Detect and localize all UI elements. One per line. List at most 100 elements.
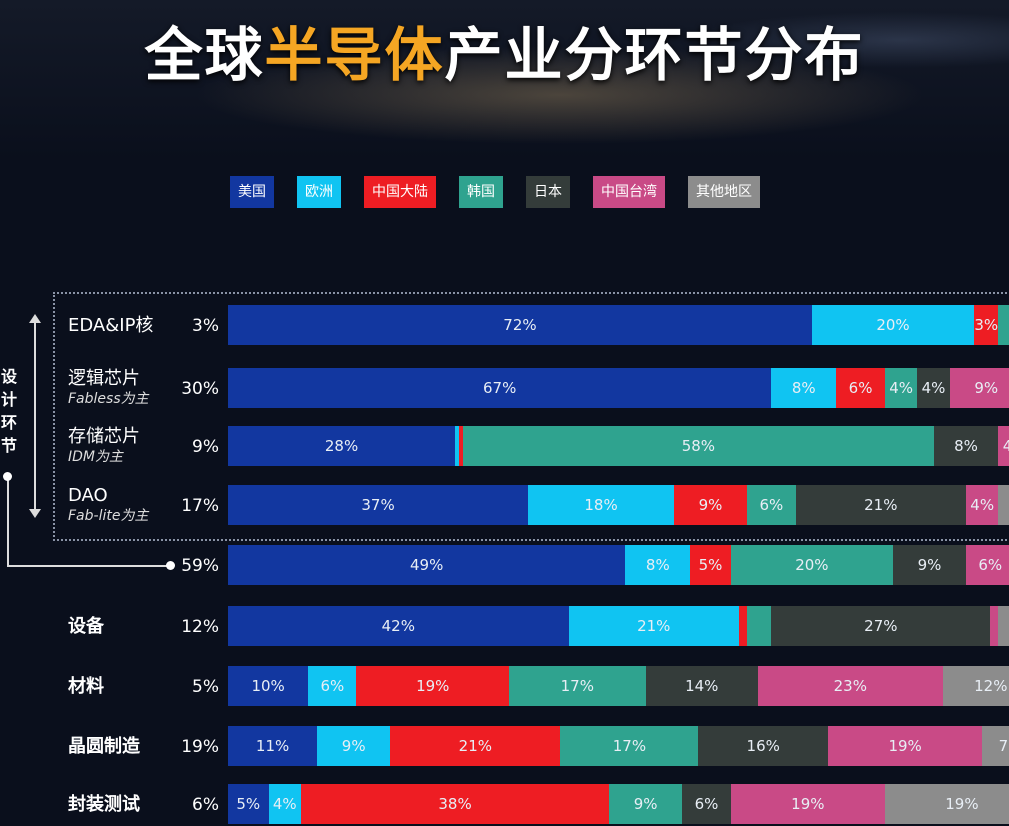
bar-segment-中国台湾: 4%: [998, 426, 1009, 466]
row-share: 17%: [181, 496, 219, 516]
row-share: 3%: [192, 316, 219, 336]
title-highlight: 半导体: [264, 21, 445, 89]
chart-row: 逻辑芯片 Fabless为主 30% 67% 8% 6% 4% 4% 9%: [0, 368, 1009, 410]
bar-segment-欧洲: 4%: [268, 784, 301, 824]
legend-item-6: 其他地区: [688, 176, 760, 208]
title-pre: 全球: [144, 21, 265, 89]
row-label: 逻辑芯片: [68, 368, 140, 389]
legend-item-1: 欧洲: [297, 176, 341, 208]
bar-segment-美国: 42%: [228, 606, 569, 646]
bar-segment-中国台湾: 19%: [828, 726, 983, 766]
bar-segment-日本: 27%: [771, 606, 991, 646]
bar-segment-中国大陆: 5%: [690, 545, 731, 585]
bar-segment-其他地区: 7%: [982, 726, 1009, 766]
bar-segment-美国: 5%: [228, 784, 269, 824]
bar-segment-欧洲: 6%: [308, 666, 357, 706]
row-label: 存储芯片: [68, 426, 140, 447]
bar-segment-其他地区: 12%: [942, 666, 1009, 706]
row-share: 9%: [192, 437, 219, 457]
bar-segment-欧洲: 18%: [528, 485, 675, 525]
bar-segment-韩国: 9%: [609, 784, 683, 824]
design-group-label: 设计环节: [0, 367, 17, 455]
stacked-bar: 11%9%21%17%16%19%7%: [228, 726, 1009, 766]
bar-segment-中国大陆: 9%: [674, 485, 748, 525]
bar-segment-美国: 67%: [228, 368, 772, 408]
row-share: 5%: [192, 677, 219, 697]
bar-segment-其他地区: 19%: [884, 784, 1009, 824]
row-share: 30%: [181, 379, 219, 399]
row-label: 材料: [68, 676, 104, 697]
bar-segment-韩国: 58%: [463, 426, 934, 466]
bar-segment-日本: 21%: [795, 485, 966, 525]
bar-segment-中国台湾: 9%: [949, 368, 1009, 408]
stacked-bar: 5% 4% 38% 9% 6% 19% 19%: [228, 784, 1009, 824]
stacked-bar: 72% 20% 3%: [228, 305, 1009, 345]
bar-segment-日本: 6%: [682, 784, 731, 824]
connector-line: [7, 477, 172, 567]
legend-item-0: 美国: [230, 176, 274, 208]
row-share: 12%: [181, 617, 219, 637]
stacked-bar: 10% 6% 19% 17% 14% 23% 12%: [228, 666, 1009, 706]
page-title: 全球半导体产业分环节分布: [0, 8, 1009, 92]
bar-segment-韩国: 20%: [730, 545, 893, 585]
bar-segment-其他地区: [998, 485, 1009, 525]
bar-segment-欧洲: 8%: [625, 545, 691, 585]
bar-segment-中国大陆: 3%: [974, 305, 999, 345]
chart-row: EDA&IP核 3% 72% 20% 3%: [0, 305, 1009, 347]
bar-segment-韩国: [998, 305, 1009, 345]
connector-dot-start: [3, 472, 12, 481]
double-arrow-icon: [29, 314, 41, 518]
bar-segment-美国: 10%: [228, 666, 309, 706]
row-share: 6%: [192, 795, 219, 815]
row-share: 19%: [181, 737, 219, 757]
bar-segment-韩国: 17%: [509, 666, 646, 706]
chart-row: 存储芯片 IDM为主 9% 28%58%8%4%: [0, 426, 1009, 468]
stacked-bar: 37% 18% 9% 6% 21% 4%: [228, 485, 1009, 525]
bar-segment-中国台湾: 4%: [965, 485, 999, 525]
bar-segment-韩国: 4%: [884, 368, 918, 408]
row-sublabel: IDM为主: [68, 449, 123, 465]
bar-segment-中国台湾: 23%: [757, 666, 943, 706]
row-label: 晶圆制造: [68, 736, 140, 757]
bar-segment-中国大陆: 19%: [356, 666, 510, 706]
legend-item-4: 日本: [526, 176, 570, 208]
legend-item-5: 中国台湾: [593, 176, 665, 208]
bar-segment-日本: 8%: [933, 426, 999, 466]
row-sublabel: Fabless为主: [68, 391, 149, 407]
bar-segment-中国台湾: 19%: [730, 784, 885, 824]
row-label: 封装测试: [68, 794, 140, 815]
bar-segment-中国大陆: 21%: [390, 726, 561, 766]
legend-item-2: 中国大陆: [364, 176, 436, 208]
bar-segment-日本: 16%: [698, 726, 829, 766]
bar-segment-日本: 4%: [917, 368, 950, 408]
chart-row: 59% 49% 8% 5% 20% 9% 6%: [0, 545, 1009, 587]
bar-segment-日本: 14%: [645, 666, 758, 706]
bar-segment-韩国: 17%: [560, 726, 699, 766]
bar-segment-中国大陆: 6%: [836, 368, 885, 408]
stacked-bar: 42% 21% 27%: [228, 606, 1009, 646]
bar-segment-欧洲: [455, 426, 460, 466]
bar-segment-日本: 9%: [892, 545, 966, 585]
bar-segment-韩国: [747, 606, 772, 646]
chart-row: 设备 12% 42% 21% 27%: [0, 606, 1009, 648]
bar-segment-中国大陆: 38%: [300, 784, 610, 824]
chart-row: DAO Fab-lite为主 17% 37% 18% 9% 6% 21% 4%: [0, 485, 1009, 527]
bar-segment-欧洲: 21%: [568, 606, 739, 646]
row-sublabel: Fab-lite为主: [68, 508, 149, 524]
bar-segment-中国台湾: [990, 606, 999, 646]
row-label: 设备: [68, 616, 104, 637]
legend-item-3: 韩国: [459, 176, 503, 208]
header-background: [0, 0, 1009, 160]
bar-segment-其他地区: [998, 606, 1009, 646]
bar-segment-美国: 28%: [228, 426, 456, 466]
chart-row: 材料 5% 10% 6% 19% 17% 14% 23% 12%: [0, 666, 1009, 708]
bar-segment-欧洲: 8%: [771, 368, 837, 408]
bar-segment-美国: 49%: [228, 545, 626, 585]
bar-segment-欧洲: 9%: [317, 726, 391, 766]
stacked-bar: 28%58%8%4%: [228, 426, 1009, 466]
title-post: 产业分环节分布: [444, 21, 865, 89]
bar-segment-韩国: 6%: [747, 485, 796, 525]
bar-segment-中国大陆: [459, 426, 464, 466]
stacked-bar: 67% 8% 6% 4% 4% 9%: [228, 368, 1009, 408]
